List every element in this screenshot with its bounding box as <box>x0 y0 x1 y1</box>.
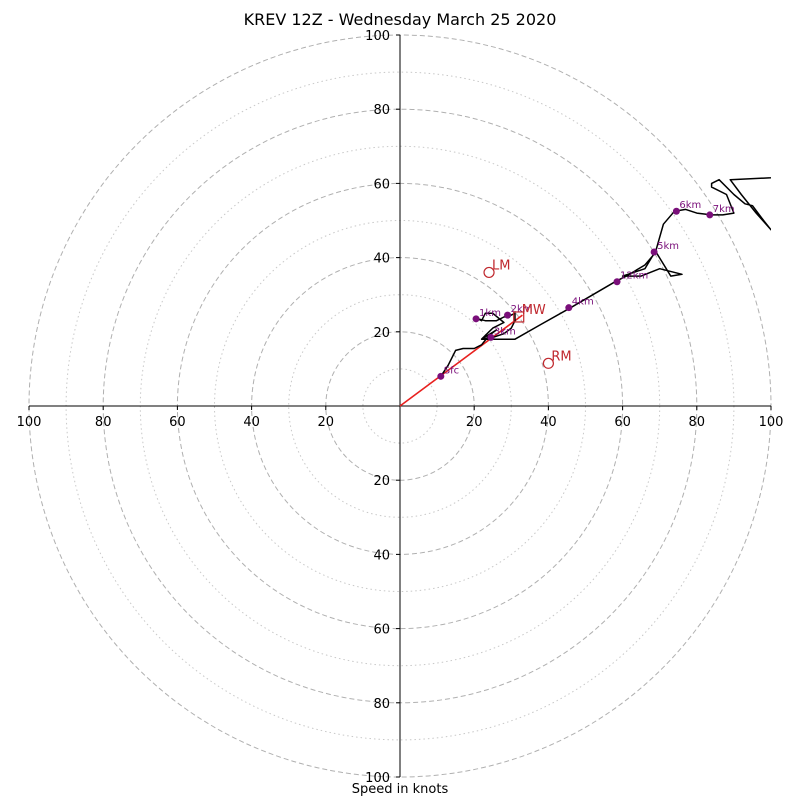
x-tick-label: 40 <box>243 415 260 430</box>
shear-vector-line <box>399 314 523 407</box>
storm-motion-marker <box>483 266 495 279</box>
storm-motion-label: LM <box>492 258 510 273</box>
height-marker-point <box>487 333 495 341</box>
x-tick-label: 100 <box>17 415 42 430</box>
x-tick-label: 100 <box>759 415 784 430</box>
hodograph-trace <box>440 177 771 377</box>
height-marker-label: 1km <box>479 308 501 319</box>
height-marker-point <box>504 311 512 319</box>
y-tick-label: 20 <box>373 474 390 489</box>
height-marker-point <box>437 372 445 380</box>
x-axis-label: Speed in knots <box>351 782 449 797</box>
height-marker-point <box>472 315 480 323</box>
x-tick-label: 20 <box>466 415 483 430</box>
height-marker-point <box>565 304 573 312</box>
x-tick-label: 60 <box>169 415 186 430</box>
x-tick-label: 40 <box>540 415 557 430</box>
y-tick-label: 60 <box>373 177 390 192</box>
height-marker-label: 6km <box>679 200 701 211</box>
x-tick-label: 80 <box>95 415 112 430</box>
y-tick-label: 20 <box>373 326 390 341</box>
storm-motion-marker <box>542 357 555 369</box>
height-marker-label: Sfc <box>444 365 459 376</box>
y-tick-label: 60 <box>373 623 390 638</box>
y-tick-label: 80 <box>373 103 390 118</box>
height-marker-label: 7km <box>713 204 735 215</box>
y-tick-label: 40 <box>373 252 390 267</box>
height-marker-point <box>650 248 658 256</box>
chart-title: KREV 12Z - Wednesday March 25 2020 <box>243 10 557 29</box>
storm-motion-label: RM <box>551 349 571 364</box>
y-tick-label: 40 <box>373 548 390 563</box>
storm-motion-label: MW <box>522 303 546 318</box>
height-marker-label: 2km <box>511 304 533 315</box>
height-marker-label: 5km <box>657 241 679 252</box>
height-marker-label: 3km <box>494 326 516 337</box>
x-tick-label: 20 <box>318 415 335 430</box>
height-marker-point <box>706 211 714 219</box>
y-tick-label: 80 <box>373 697 390 712</box>
y-tick-label: 100 <box>365 29 390 44</box>
height-marker-label: 12km <box>620 271 648 282</box>
height-marker-point <box>672 207 680 215</box>
storm-motion-marker <box>513 311 525 323</box>
height-marker-point <box>613 278 621 286</box>
x-tick-label: 60 <box>614 415 631 430</box>
x-tick-label: 80 <box>689 415 706 430</box>
height-marker-label: 4km <box>572 297 594 308</box>
y-tick-label: 100 <box>365 771 390 786</box>
